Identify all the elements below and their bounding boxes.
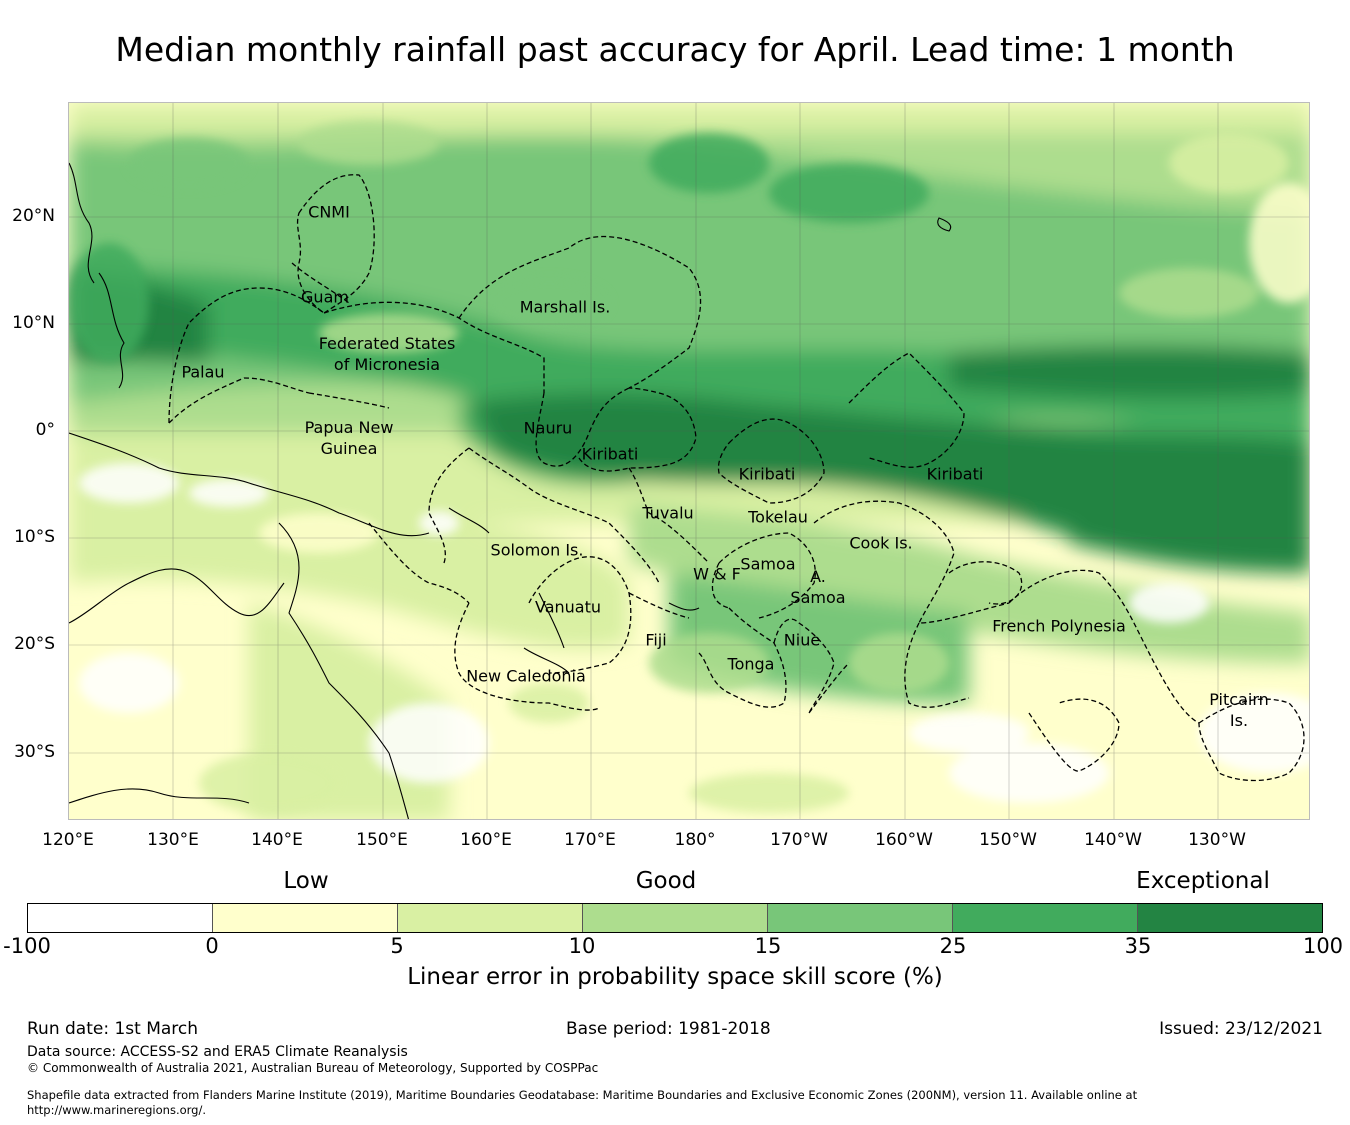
colorbar-segment [398, 904, 583, 932]
copyright: © Commonwealth of Australia 2021, Austra… [27, 1061, 599, 1075]
lat-tick: 0° [35, 420, 55, 440]
region-label: Pitcairn Is. [1209, 690, 1269, 730]
colorbar-segment [213, 904, 398, 932]
lon-tick: 140°E [251, 830, 303, 850]
region-label: Tokelau [748, 507, 808, 527]
colorbar-tick: 35 [1124, 934, 1152, 958]
colorbar-category: Low [283, 868, 329, 894]
region-label: Marshall Is. [519, 297, 611, 317]
lon-tick: 170°E [564, 830, 616, 850]
colorbar-segment [953, 904, 1138, 932]
region-label: Samoa [740, 554, 796, 574]
lon-tick: 160°W [875, 830, 933, 850]
base-period: Base period: 1981-2018 [566, 1019, 771, 1039]
lat-tick: 20°S [14, 634, 55, 654]
data-source: Data source: ACCESS-S2 and ERA5 Climate … [27, 1044, 408, 1060]
colorbar-tick: 5 [390, 934, 404, 958]
colorbar-segment [768, 904, 953, 932]
graticule [69, 103, 1309, 819]
lat-tick: 20°N [12, 206, 55, 226]
region-label: Federated States of Micronesia [318, 334, 456, 374]
region-label: Solomon Is. [490, 540, 584, 560]
region-label: Papua New Guinea [304, 418, 394, 458]
colorbar-label: Linear error in probability space skill … [407, 964, 943, 990]
map-canvas [69, 103, 1309, 819]
colorbar-segment [28, 904, 213, 932]
region-label: CNMI [308, 202, 350, 222]
lon-tick: 170°W [770, 830, 828, 850]
region-label: Vanuatu [534, 597, 602, 617]
region-label: Cook Is. [849, 533, 913, 553]
lat-tick: 10°S [14, 527, 55, 547]
colorbar-tick: 100 [1302, 934, 1344, 958]
colorbar-tick: -100 [3, 934, 51, 958]
eez-boundaries [168, 174, 1305, 782]
lon-tick: 130°E [147, 830, 199, 850]
colorbar-category: Good [635, 868, 697, 894]
lat-tick: 30°S [14, 742, 55, 762]
region-label: Tuvalu [642, 503, 694, 523]
lon-tick: 120°E [42, 830, 94, 850]
region-label: Fiji [645, 630, 667, 650]
mottle-texture [69, 121, 1309, 813]
shapefile-credit: Shapefile data extracted from Flanders M… [27, 1088, 1138, 1102]
colorbar-category: Exceptional [1136, 868, 1270, 894]
region-label: Kiribati [926, 464, 984, 484]
colorbar-tick: 10 [568, 934, 596, 958]
colorbar-segment [583, 904, 768, 932]
colorbar-tick: 15 [754, 934, 782, 958]
skill-score-map [68, 102, 1310, 820]
region-label: Nauru [523, 418, 573, 438]
region-label: Palau [181, 362, 225, 382]
region-label: New Caledonia [466, 666, 586, 686]
colorbar-tick: 0 [205, 934, 219, 958]
coastlines [69, 162, 952, 819]
map-title: Median monthly rainfall past accuracy fo… [115, 30, 1235, 69]
region-label: Niue [783, 630, 821, 650]
source-url: http://www.marineregions.org/. [27, 1103, 206, 1117]
colorbar-segment [1138, 904, 1322, 932]
region-label: Kiribati [738, 464, 796, 484]
lon-tick: 140°W [1084, 830, 1142, 850]
lon-tick: 150°W [979, 830, 1037, 850]
colorbar [27, 903, 1323, 933]
region-label: French Polynesia [992, 616, 1126, 636]
region-label: W & F [693, 564, 741, 584]
region-label: Tonga [727, 654, 775, 674]
colorbar-tick: 25 [939, 934, 967, 958]
region-label: Guam [301, 287, 349, 307]
lon-tick: 160°E [460, 830, 512, 850]
lon-tick: 150°E [356, 830, 408, 850]
region-label: A. Samoa [790, 567, 846, 607]
lon-tick: 130°W [1188, 830, 1246, 850]
region-label: Kiribati [581, 444, 639, 464]
lon-tick: 180° [674, 830, 716, 850]
run-date: Run date: 1st March [27, 1019, 199, 1039]
lat-tick: 10°N [12, 313, 55, 333]
issued-date: Issued: 23/12/2021 [1159, 1019, 1323, 1039]
